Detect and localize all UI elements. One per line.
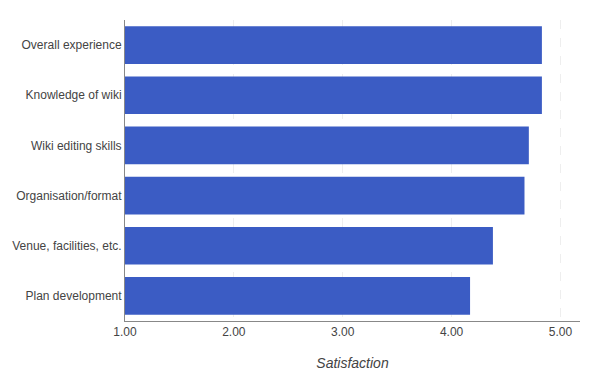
svg-text:3.00: 3.00: [331, 325, 355, 339]
svg-text:5.00: 5.00: [549, 325, 573, 339]
svg-text:Venue, facilities, etc.: Venue, facilities, etc.: [12, 239, 121, 253]
svg-text:Overall experience: Overall experience: [22, 38, 122, 52]
svg-text:Organisation/format: Organisation/format: [16, 189, 122, 203]
svg-text:Wiki editing skills: Wiki editing skills: [31, 139, 122, 153]
svg-text:Plan development: Plan development: [26, 289, 123, 303]
svg-text:4.00: 4.00: [440, 325, 464, 339]
svg-text:Satisfaction: Satisfaction: [316, 355, 389, 371]
svg-text:Knowledge of wiki: Knowledge of wiki: [26, 88, 122, 102]
svg-text:2.00: 2.00: [222, 325, 246, 339]
svg-text:1.00: 1.00: [113, 325, 137, 339]
